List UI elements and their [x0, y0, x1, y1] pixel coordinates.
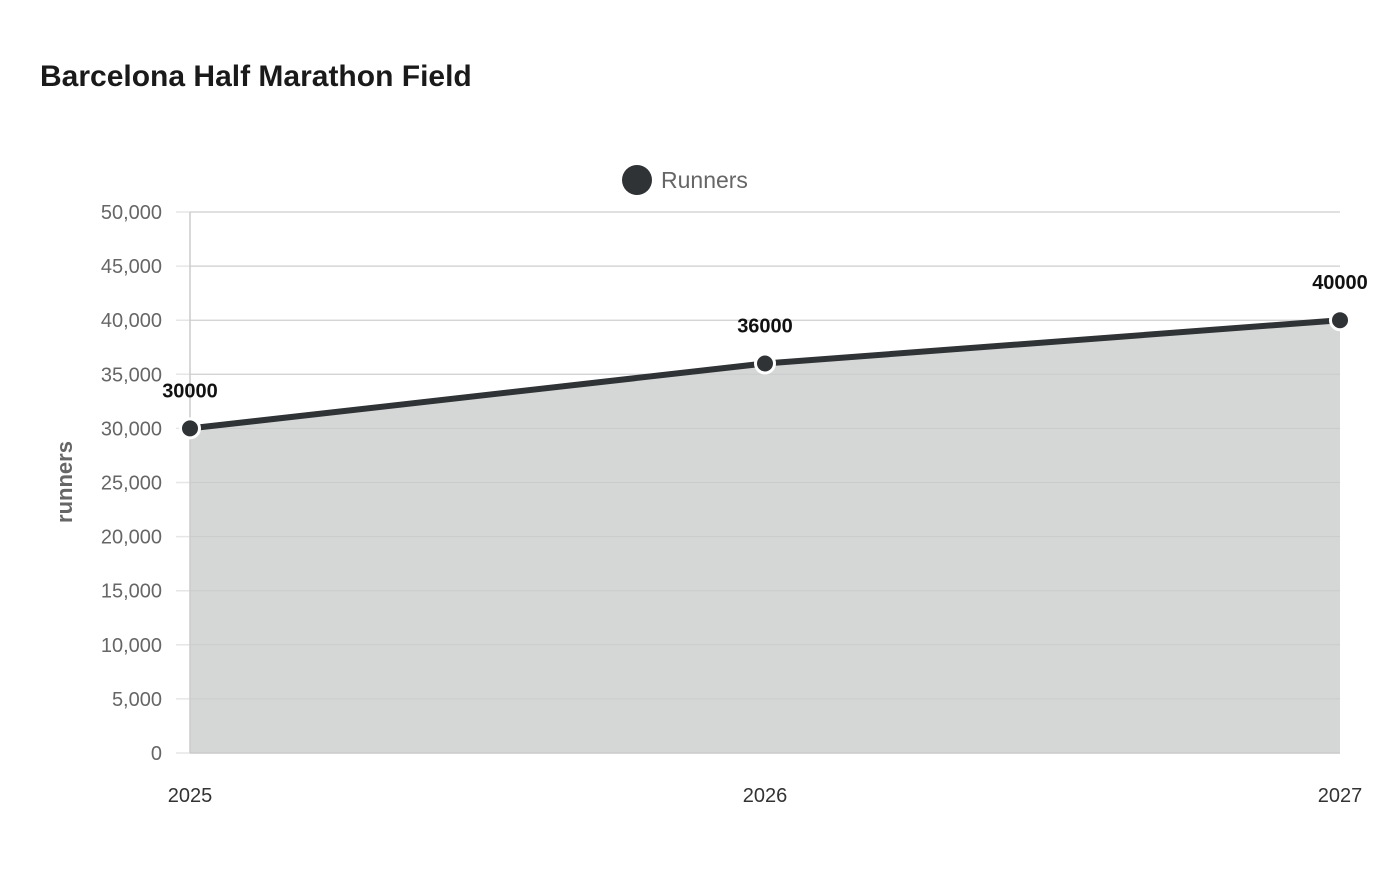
y-tick-label: 20,000 — [101, 527, 162, 549]
y-tick-label: 40,000 — [101, 310, 162, 332]
y-tick-label: 5,000 — [112, 689, 162, 711]
data-point — [179, 417, 201, 440]
y-tick-label: 45,000 — [101, 256, 162, 278]
chart-title: Barcelona Half Marathon Field — [40, 60, 472, 93]
data-points — [179, 309, 1351, 440]
x-tick-label: 2027 — [1318, 785, 1363, 807]
legend-label: Runners — [661, 167, 748, 193]
y-tick-label: 35,000 — [101, 364, 162, 386]
y-tick-label: 30,000 — [101, 418, 162, 440]
data-label: 30000 — [162, 380, 218, 402]
data-labels: 30000 36000 40000 — [162, 272, 1368, 402]
y-tick-label: 25,000 — [101, 473, 162, 495]
y-tick-label: 15,000 — [101, 581, 162, 603]
x-tick-label: 2026 — [743, 785, 788, 807]
y-tick-label: 0 — [151, 743, 162, 765]
data-label: 36000 — [737, 315, 793, 337]
y-axis-label: runners — [52, 441, 77, 523]
axes: 0 5,000 10,000 15,000 20,000 25,000 30,000 35,0… — [101, 202, 1362, 807]
legend-marker — [622, 165, 652, 195]
data-label: 40000 — [1312, 272, 1368, 294]
area-layer — [190, 211, 1340, 753]
x-tick-label: 2025 — [168, 785, 213, 807]
y-tick-label: 10,000 — [101, 635, 162, 657]
data-point — [1329, 309, 1351, 332]
y-tick-label: 50,000 — [101, 202, 162, 224]
data-point — [754, 352, 776, 375]
legend: Runners — [622, 165, 748, 195]
